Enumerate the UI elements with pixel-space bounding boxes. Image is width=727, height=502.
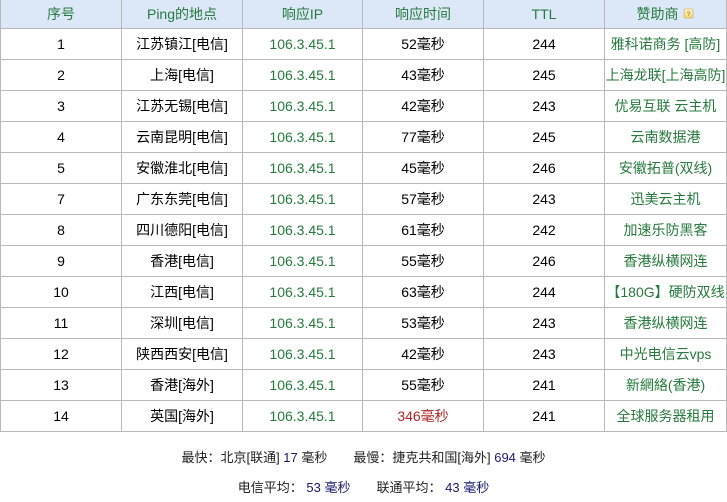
svg-text:?: ? (687, 11, 691, 18)
